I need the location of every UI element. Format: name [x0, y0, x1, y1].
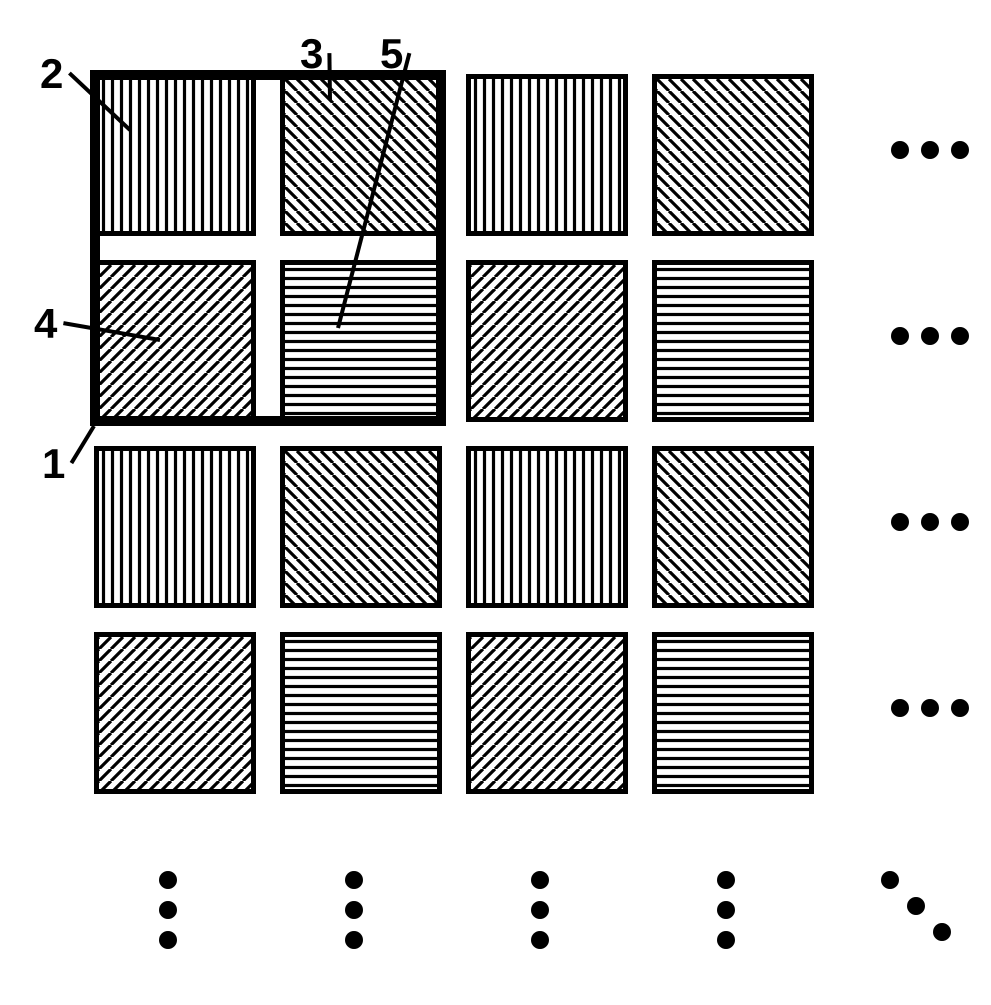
ellipsis-row-0-dot-0	[891, 141, 909, 159]
ellipsis-row-3-dot-2	[951, 699, 969, 717]
ellipsis-diag-dot-1	[907, 897, 925, 915]
ellipsis-col-2-dot-2	[531, 931, 549, 949]
ellipsis-col-0-dot-0	[159, 871, 177, 889]
leader-line-1	[71, 426, 94, 463]
grid-cell-0-3	[652, 74, 814, 236]
ellipsis-row-2-dot-2	[951, 513, 969, 531]
ellipsis-col-3-dot-0	[717, 871, 735, 889]
grid-cell-2-0	[94, 446, 256, 608]
ellipsis-row-2-dot-1	[921, 513, 939, 531]
ellipsis-col-1-dot-0	[345, 871, 363, 889]
ellipsis-row-1-dot-1	[921, 327, 939, 345]
grid-cell-3-0	[94, 632, 256, 794]
grid-cell-3-2	[466, 632, 628, 794]
grid-cell-2-1	[280, 446, 442, 608]
ellipsis-col-0-dot-2	[159, 931, 177, 949]
ellipsis-col-3-dot-1	[717, 901, 735, 919]
grid-cell-1-0	[94, 260, 256, 422]
ellipsis-row-0-dot-2	[951, 141, 969, 159]
grid-cell-0-2	[466, 74, 628, 236]
diagram-canvas: 1 2 3 4 5	[0, 0, 991, 1005]
label-3: 3	[300, 30, 323, 78]
ellipsis-col-1-dot-2	[345, 931, 363, 949]
grid-cell-2-3	[652, 446, 814, 608]
grid-cell-1-3	[652, 260, 814, 422]
ellipsis-row-1-dot-0	[891, 327, 909, 345]
label-2: 2	[40, 50, 63, 98]
label-5: 5	[380, 30, 403, 78]
ellipsis-row-0-dot-1	[921, 141, 939, 159]
grid-cell-0-0	[94, 74, 256, 236]
grid-cell-3-3	[652, 632, 814, 794]
grid-cell-1-2	[466, 260, 628, 422]
grid-cell-2-2	[466, 446, 628, 608]
grid-cell-0-1	[280, 74, 442, 236]
label-4: 4	[34, 300, 57, 348]
grid-cell-3-1	[280, 632, 442, 794]
ellipsis-diag-dot-0	[881, 871, 899, 889]
ellipsis-row-3-dot-0	[891, 699, 909, 717]
label-1: 1	[42, 440, 65, 488]
ellipsis-col-1-dot-1	[345, 901, 363, 919]
ellipsis-row-2-dot-0	[891, 513, 909, 531]
ellipsis-row-1-dot-2	[951, 327, 969, 345]
ellipsis-col-2-dot-0	[531, 871, 549, 889]
ellipsis-diag-dot-2	[933, 923, 951, 941]
ellipsis-col-3-dot-2	[717, 931, 735, 949]
grid-cell-1-1	[280, 260, 442, 422]
ellipsis-row-3-dot-1	[921, 699, 939, 717]
ellipsis-col-2-dot-1	[531, 901, 549, 919]
ellipsis-col-0-dot-1	[159, 901, 177, 919]
